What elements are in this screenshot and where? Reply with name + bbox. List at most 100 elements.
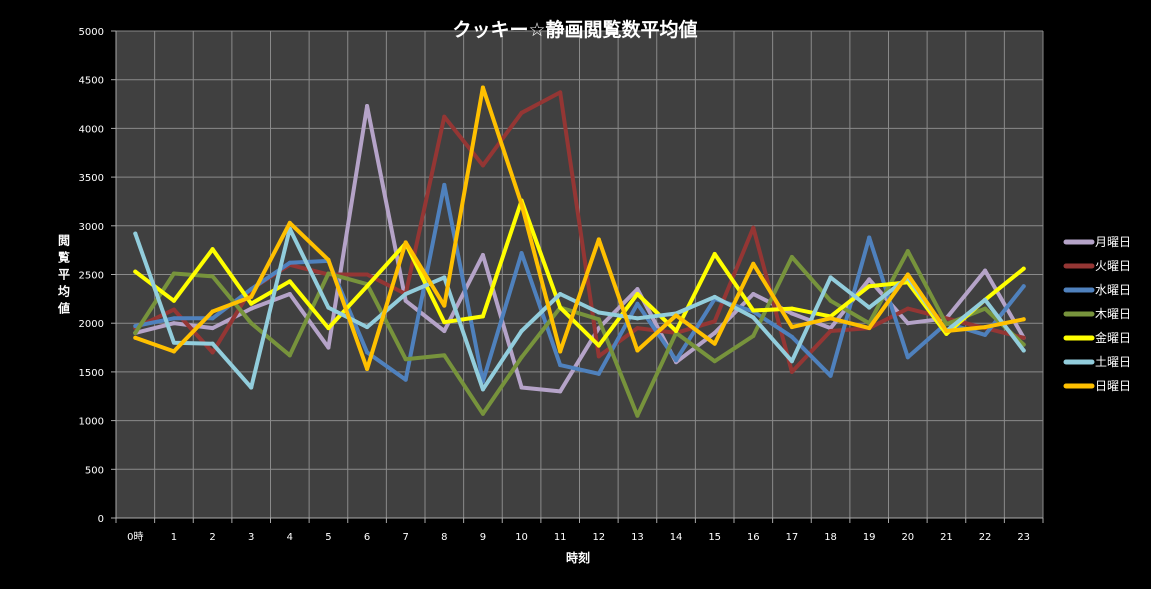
data-point xyxy=(596,237,601,242)
y-axis-label: 閲覧平均値 xyxy=(57,234,70,316)
y-tick-label: 500 xyxy=(85,465,104,476)
x-tick-label: 10 xyxy=(515,532,528,543)
data-point xyxy=(674,313,679,318)
y-tick-label: 3000 xyxy=(79,222,104,233)
data-point xyxy=(867,235,872,240)
x-tick-label: 12 xyxy=(592,532,605,543)
data-point xyxy=(171,316,176,321)
data-point xyxy=(287,220,292,225)
data-point xyxy=(558,349,563,354)
data-point xyxy=(944,331,949,336)
data-point xyxy=(596,317,601,322)
data-point xyxy=(905,355,910,360)
data-point xyxy=(789,325,794,330)
data-point xyxy=(365,103,370,108)
data-point xyxy=(867,305,872,310)
legend-label: 火曜日 xyxy=(1095,259,1131,273)
x-tick-label: 1 xyxy=(171,532,177,543)
data-point xyxy=(519,202,524,207)
y-tick-label: 2000 xyxy=(79,319,104,330)
data-point xyxy=(867,284,872,289)
data-point xyxy=(596,343,601,348)
legend-label: 金曜日 xyxy=(1095,330,1131,345)
x-tick-label: 13 xyxy=(631,532,644,543)
legend-label: 木曜日 xyxy=(1095,307,1131,321)
data-point xyxy=(287,279,292,284)
data-point xyxy=(789,254,794,259)
x-tick-label: 2 xyxy=(209,532,215,543)
data-point xyxy=(442,303,447,308)
data-point xyxy=(365,350,370,355)
legend-item: 水曜日 xyxy=(1063,283,1131,297)
y-tick-label: 5000 xyxy=(79,27,104,38)
data-point xyxy=(287,260,292,265)
data-point xyxy=(210,309,215,314)
data-point xyxy=(249,385,254,390)
data-point xyxy=(867,326,872,331)
data-point xyxy=(171,307,176,312)
x-tick-label: 19 xyxy=(863,532,876,543)
data-point xyxy=(558,291,563,296)
data-point xyxy=(287,353,292,358)
data-point xyxy=(983,325,988,330)
data-point xyxy=(133,330,138,335)
x-tick-label: 7 xyxy=(403,532,409,543)
y-tick-label: 3500 xyxy=(79,173,104,184)
data-point xyxy=(326,326,331,331)
series-line xyxy=(133,85,1026,371)
data-point xyxy=(712,252,717,257)
data-point xyxy=(1021,317,1026,322)
data-point xyxy=(983,268,988,273)
data-point xyxy=(558,305,563,310)
data-point xyxy=(403,240,408,245)
data-point xyxy=(326,271,331,276)
data-point xyxy=(751,333,756,338)
data-point xyxy=(789,359,794,364)
data-point xyxy=(674,328,679,333)
data-point xyxy=(789,306,794,311)
data-point xyxy=(210,326,215,331)
series-7 xyxy=(133,85,1026,371)
data-point xyxy=(983,332,988,337)
data-point xyxy=(751,291,756,296)
data-point xyxy=(789,334,794,339)
data-point xyxy=(480,253,485,258)
data-point xyxy=(828,275,833,280)
data-point xyxy=(133,269,138,274)
data-point xyxy=(751,225,756,230)
x-tick-label: 4 xyxy=(287,532,293,543)
x-tick-label: 0時 xyxy=(127,531,143,543)
data-point xyxy=(635,413,640,418)
data-point xyxy=(519,251,524,256)
x-tick-label: 8 xyxy=(441,532,447,543)
series-line xyxy=(133,198,1026,348)
x-tick-labels: 0時 1 2 3 4 5 6 7 8 9 10 11 12 13 14 15 16 17 18 19 20 21 22 23 xyxy=(127,531,1030,543)
x-tick-label: 3 xyxy=(248,532,254,543)
chart-title: クッキー☆静画閲覧数平均値 xyxy=(452,18,697,41)
data-point xyxy=(442,320,447,325)
data-point xyxy=(867,277,872,282)
data-point xyxy=(133,335,138,340)
data-point xyxy=(171,321,176,326)
data-point xyxy=(519,110,524,115)
data-point xyxy=(249,301,254,306)
legend-item: 日曜日 xyxy=(1063,379,1131,393)
data-point xyxy=(442,275,447,280)
data-point xyxy=(828,373,833,378)
data-point xyxy=(635,291,640,296)
data-point xyxy=(365,366,370,371)
x-tick-label: 23 xyxy=(1017,532,1030,543)
data-point xyxy=(442,182,447,187)
legend-item: 金曜日 xyxy=(1063,330,1131,345)
y-tick-labels: 0 500 1000 1500 2000 2500 3000 3500 4000 4500 5000 xyxy=(79,27,104,525)
data-point xyxy=(558,389,563,394)
data-point xyxy=(171,271,176,276)
data-point xyxy=(171,349,176,354)
data-point xyxy=(210,341,215,346)
data-point xyxy=(519,385,524,390)
series-line xyxy=(133,182,1026,384)
x-tick-label: 15 xyxy=(708,532,721,543)
x-tick-label: 5 xyxy=(325,532,331,543)
data-point xyxy=(712,341,717,346)
data-point xyxy=(983,306,988,311)
